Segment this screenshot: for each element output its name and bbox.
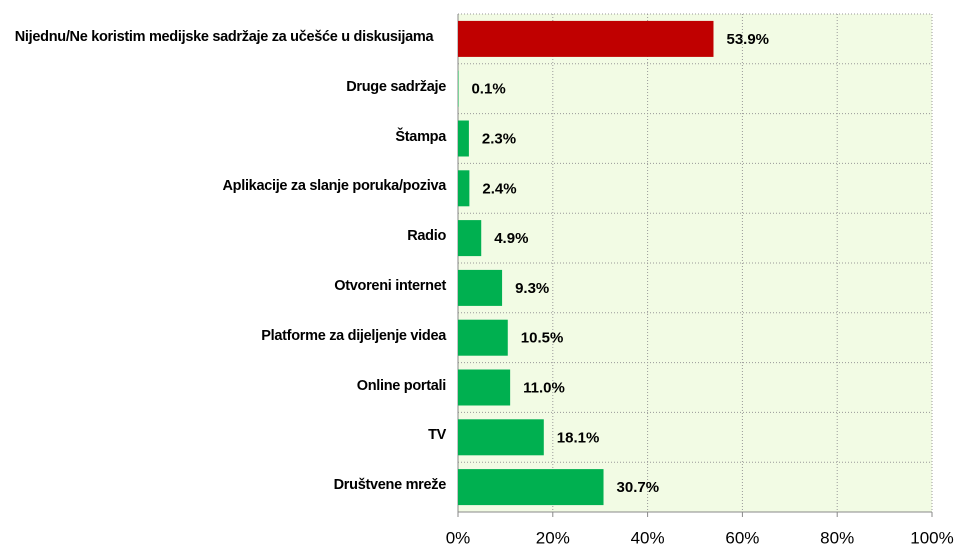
x-tick-label: 100% bbox=[910, 528, 953, 547]
bar bbox=[458, 369, 511, 406]
bar bbox=[458, 170, 470, 207]
value-label: 2.4% bbox=[482, 180, 516, 197]
y-tick-label: Štampa bbox=[395, 128, 446, 145]
y-tick-label: Društvene mreže bbox=[333, 477, 447, 494]
x-tick-label: 80% bbox=[820, 528, 854, 547]
value-label: 4.9% bbox=[494, 230, 528, 247]
y-tick-label: Aplikacije za slanje poruka/poziva bbox=[222, 178, 447, 195]
value-label: 0.1% bbox=[471, 81, 505, 98]
y-tick-label: Radio bbox=[407, 228, 446, 245]
value-label: 18.1% bbox=[557, 429, 600, 446]
bar bbox=[458, 220, 482, 257]
bar bbox=[458, 319, 508, 356]
y-tick-label: Platforme za dijeljenje videa bbox=[261, 327, 446, 344]
bar bbox=[458, 469, 604, 506]
value-label: 11.0% bbox=[523, 379, 565, 396]
x-tick-label: 40% bbox=[631, 528, 665, 547]
x-tick-label: 60% bbox=[725, 528, 759, 547]
y-tick-label: Otvoreni internet bbox=[334, 277, 446, 294]
value-label: 10.5% bbox=[521, 330, 564, 347]
x-tick-label: 20% bbox=[536, 528, 570, 547]
bar bbox=[458, 269, 503, 306]
bar bbox=[458, 120, 469, 157]
y-tick-label: Online portali bbox=[356, 377, 447, 394]
y-tick-label: Druge sadržaje bbox=[346, 78, 446, 95]
bar bbox=[458, 20, 714, 57]
x-tick-label: 0% bbox=[446, 528, 471, 547]
bar bbox=[458, 419, 544, 456]
value-label: 30.7% bbox=[617, 479, 660, 496]
y-tick-label: TV bbox=[428, 427, 446, 444]
value-label: 2.3% bbox=[482, 130, 516, 147]
value-label: 9.3% bbox=[515, 280, 549, 297]
value-label: 53.9% bbox=[726, 31, 769, 48]
y-tick-label: Nijednu/Ne koristim medijske sadržaje za… bbox=[14, 28, 434, 45]
